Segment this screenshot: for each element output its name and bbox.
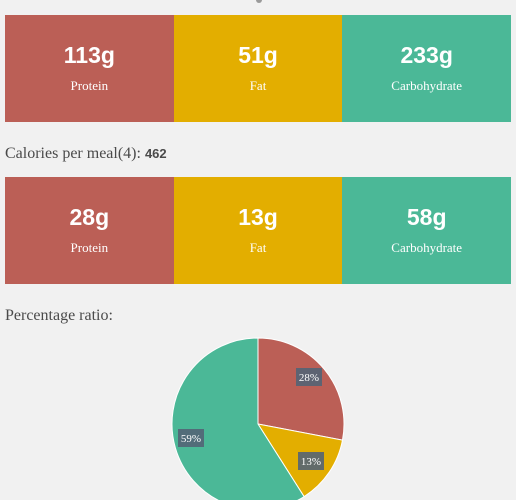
- daily-fat-label: Fat: [249, 77, 267, 93]
- meal-protein-value: 28g: [69, 203, 110, 230]
- daily-protein-value: 113g: [63, 41, 115, 68]
- meal-carbohydrate-label: Carbohydrate: [391, 239, 463, 255]
- clipped-text-mark: [256, 0, 262, 3]
- clipped-heading-fragment: [0, 0, 516, 6]
- pie-label-text: 28%: [299, 372, 319, 384]
- daily-protein-label: Protein: [70, 77, 109, 93]
- percentage-pie-chart: 28% 13% 59%: [170, 336, 350, 500]
- pie-label-background: [296, 368, 322, 386]
- pie-label-protein: 28%: [296, 368, 322, 386]
- daily-fat-value: 51g: [238, 41, 278, 68]
- meal-heading-text: Calories per meal(4):: [5, 145, 145, 162]
- daily-macros-row: 113g Protein 51g Fat 233g Carbohydrate: [5, 15, 512, 122]
- pie-slice-carbohydrate[interactable]: [171, 337, 305, 500]
- meal-macros-row: 28g Protein 13g Fat 58g Carbohydrate: [5, 177, 512, 284]
- meal-fat-value: 13g: [238, 203, 278, 230]
- meal-carbohydrate-box: 58g Carbohydrate: [342, 177, 512, 284]
- pie-label-fat: 13%: [298, 452, 324, 470]
- pie-label-text: 13%: [301, 456, 321, 468]
- daily-carbohydrate-value: 233g: [400, 41, 453, 68]
- pie-label-background: [298, 452, 324, 470]
- pie-label-background: [178, 429, 204, 447]
- percentage-ratio-heading: Percentage ratio:: [5, 307, 113, 324]
- meal-protein-box: 28g Protein: [5, 177, 174, 284]
- meal-fat-label: Fat: [249, 239, 267, 255]
- daily-protein-box: 113g Protein: [5, 15, 174, 122]
- daily-carbohydrate-box: 233g Carbohydrate: [342, 15, 512, 122]
- daily-fat-box: 51g Fat: [173, 15, 343, 122]
- pie-label-carbohydrate: 59%: [178, 429, 204, 447]
- meal-carbohydrate-value: 58g: [406, 203, 447, 230]
- pie-slice-protein[interactable]: [257, 337, 345, 441]
- meal-protein-label: Protein: [70, 239, 109, 255]
- pie-chart-svg: 28% 13% 59%: [171, 337, 345, 500]
- daily-carbohydrate-label: Carbohydrate: [391, 77, 463, 93]
- meal-calories-value: 462: [144, 146, 167, 161]
- meal-calories-heading: Calories per meal(4): 462: [5, 144, 167, 164]
- meal-fat-box: 13g Fat: [173, 177, 343, 284]
- pie-label-text: 59%: [181, 433, 201, 445]
